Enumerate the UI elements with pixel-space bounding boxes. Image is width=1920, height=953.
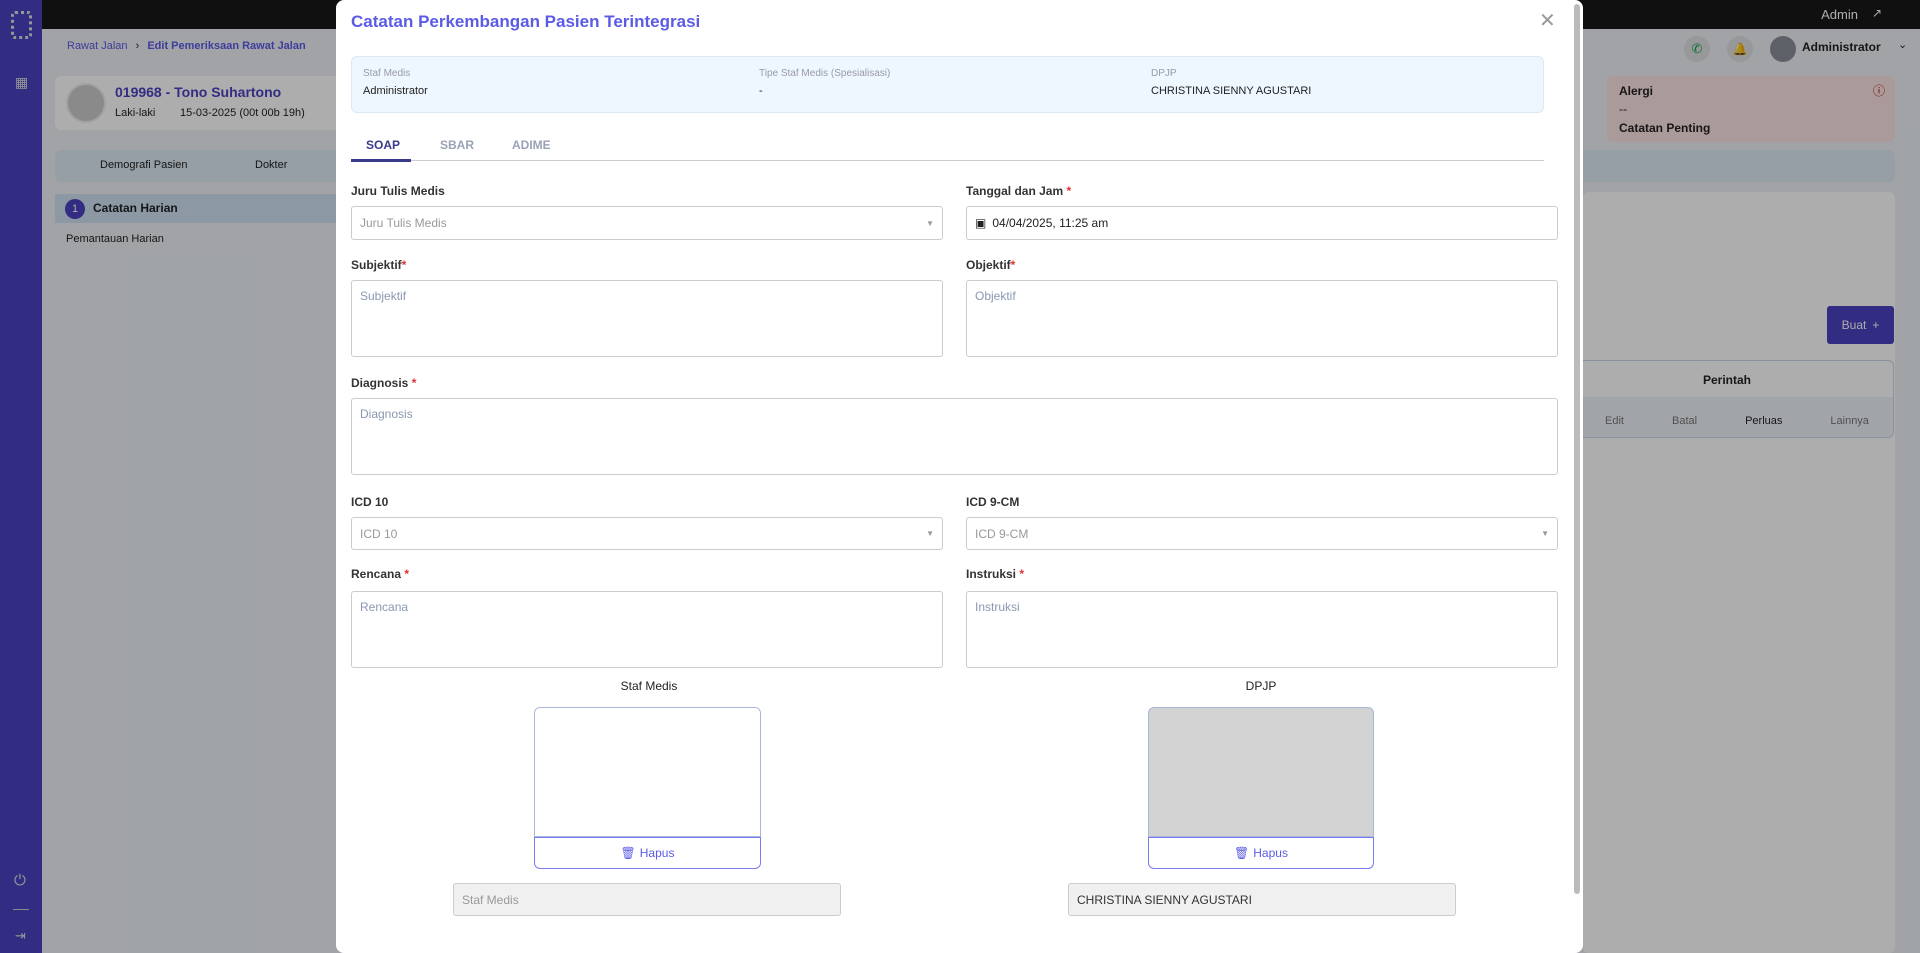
sidebar: ▦ ⏻ ⇥ — [0, 0, 42, 953]
modal-title: Catatan Perkembangan Pasien Terintegrasi — [351, 12, 701, 31]
divider — [13, 909, 29, 910]
juru-placeholder: Juru Tulis Medis — [360, 216, 447, 230]
close-icon[interactable]: ✕ — [1539, 10, 1556, 32]
tab-adime[interactable]: ADIME — [512, 138, 551, 152]
icd9-placeholder: ICD 9-CM — [975, 526, 1029, 541]
hapus-label: Hapus — [639, 846, 675, 860]
apps-grid-icon[interactable]: ▦ — [15, 74, 29, 90]
power-icon[interactable]: ⏻ — [14, 872, 26, 889]
section-title: Catatan Harian — [93, 201, 178, 215]
patient-avatar — [66, 83, 106, 123]
breadcrumb-current: Edit Pemeriksaan Rawat Jalan — [147, 40, 306, 52]
info-value-staf: Administrator — [363, 85, 428, 97]
info-label-dpjp: DPJP — [1151, 68, 1177, 79]
cppt-modal: Catatan Perkembangan Pasien Terintegrasi… — [336, 0, 1583, 953]
dpjp-signature-label: DPJP — [1245, 679, 1277, 693]
icd10-placeholder: ICD 10 — [360, 526, 398, 541]
section-number: 1 — [65, 199, 85, 219]
dpjp-hapus-button[interactable]: 🗑 Hapus — [1148, 837, 1374, 869]
staf-signature-label: Staf Medis — [620, 679, 678, 693]
info-label-staf: Staf Medis — [363, 68, 411, 79]
info-icon[interactable]: ⓘ — [1872, 84, 1885, 98]
tab-sbar[interactable]: SBAR — [440, 138, 475, 152]
bell-button[interactable]: 🔔 — [1727, 36, 1753, 62]
patient-title: 019968 - Tono Suhartono — [115, 84, 282, 100]
section-subtitle[interactable]: Pemantauan Harian — [66, 233, 164, 245]
active-tab-indicator — [351, 159, 411, 162]
tab-underline — [351, 160, 1544, 161]
rencana-label: Rencana * — [351, 567, 410, 581]
instruksi-textarea[interactable]: Instruksi — [966, 591, 1558, 668]
tanggal-input[interactable]: ▣ 04/04/2025, 11:25 am — [966, 206, 1558, 240]
batal-action[interactable]: Batal — [1671, 415, 1698, 427]
icd9-label: ICD 9-CM — [966, 495, 1020, 509]
info-label-tipe: Tipe Staf Medis (Spesialisasi) — [759, 68, 891, 79]
diagnosis-label: Diagnosis * — [351, 376, 417, 390]
tab-soap[interactable]: SOAP — [366, 138, 401, 152]
tab-dokter[interactable]: Dokter — [255, 159, 288, 171]
header-user-name[interactable]: Administrator — [1802, 40, 1881, 54]
dpjp-signature-pad[interactable] — [1148, 707, 1374, 837]
tanggal-label: Tanggal dan Jam * — [966, 184, 1072, 198]
perintah-table: Perintah Edit Batal Perluas Lainnya — [1560, 360, 1894, 438]
breadcrumb: Rawat Jalan › Edit Pemeriksaan Rawat Jal… — [67, 40, 306, 52]
chevron-down-icon[interactable]: ⌄ — [1898, 39, 1908, 51]
edit-action[interactable]: Edit — [1605, 415, 1624, 427]
info-value-dpjp: CHRISTINA SIENNY AGUSTARI — [1151, 85, 1312, 97]
diagnosis-textarea[interactable]: Diagnosis — [351, 398, 1558, 475]
trash-icon: 🗑 — [620, 846, 636, 860]
whatsapp-button[interactable]: ✆ — [1684, 36, 1710, 62]
section-header: 1 Catatan Harian — [55, 194, 355, 223]
icd9-select[interactable]: ICD 9-CM ▼ — [966, 517, 1558, 550]
alergi-label: Alergi — [1619, 84, 1654, 98]
topbar-user[interactable]: Admin — [1821, 7, 1858, 22]
objektif-textarea[interactable]: Objektif — [966, 280, 1558, 357]
buat-button[interactable]: Buat + — [1827, 306, 1894, 344]
staf-signature-pad[interactable] — [534, 707, 761, 837]
trash-icon: 🗑 — [1234, 846, 1250, 860]
instruksi-label: Instruksi * — [966, 567, 1025, 581]
subjektif-textarea[interactable]: Subjektif — [351, 280, 943, 357]
caret-down-icon: ▼ — [1541, 529, 1549, 538]
catatan-penting-label: Catatan Penting — [1619, 121, 1711, 135]
avatar[interactable] — [1770, 36, 1796, 62]
info-value-tipe: - — [759, 85, 763, 97]
juru-select[interactable]: Juru Tulis Medis ▼ — [351, 206, 943, 240]
perluas-action[interactable]: Perluas — [1745, 415, 1783, 427]
tanggal-value: 04/04/2025, 11:25 am — [992, 216, 1109, 230]
hapus-label: Hapus — [1253, 846, 1288, 860]
external-link-icon[interactable]: ↗ — [1871, 6, 1882, 20]
alergi-value: -- — [1619, 102, 1627, 116]
patient-gender: Laki-laki — [115, 107, 156, 119]
dpjp-name-input[interactable]: CHRISTINA SIENNY AGUSTARI — [1068, 883, 1456, 916]
staf-name-input[interactable]: Staf Medis — [453, 883, 841, 916]
caret-down-icon: ▼ — [926, 218, 934, 228]
logo — [11, 11, 32, 39]
modal-scrollbar[interactable] — [1574, 4, 1580, 894]
alergi-card: Alergi -- Catatan Penting ⓘ — [1607, 76, 1895, 142]
icd10-label: ICD 10 — [351, 495, 389, 509]
patient-dob: 15-03-2025 (00t 00b 19h) — [180, 107, 305, 119]
icd10-select[interactable]: ICD 10 ▼ — [351, 517, 943, 550]
plus-icon: + — [1872, 318, 1880, 332]
buat-label: Buat — [1841, 318, 1867, 332]
rencana-textarea[interactable]: Rencana — [351, 591, 943, 668]
caret-down-icon: ▼ — [926, 529, 934, 538]
info-box: Staf Medis Administrator Tipe Staf Medis… — [351, 56, 1544, 113]
lainnya-action[interactable]: Lainnya — [1830, 415, 1869, 427]
objektif-label: Objektif* — [966, 258, 1016, 272]
patient-card: 019968 - Tono Suhartono Laki-laki 15-03-… — [55, 76, 355, 130]
breadcrumb-parent[interactable]: Rawat Jalan — [67, 40, 128, 52]
staf-hapus-button[interactable]: 🗑 Hapus — [534, 837, 761, 869]
chevron-right-icon: › — [135, 40, 140, 52]
juru-label: Juru Tulis Medis — [351, 184, 445, 198]
subjektif-label: Subjektif* — [351, 258, 407, 272]
collapse-icon[interactable]: ⇥ — [15, 928, 26, 943]
perintah-header: Perintah — [1702, 373, 1751, 387]
calendar-icon: ▣ — [975, 216, 987, 230]
tab-demografi-pasien[interactable]: Demografi Pasien — [100, 159, 188, 171]
